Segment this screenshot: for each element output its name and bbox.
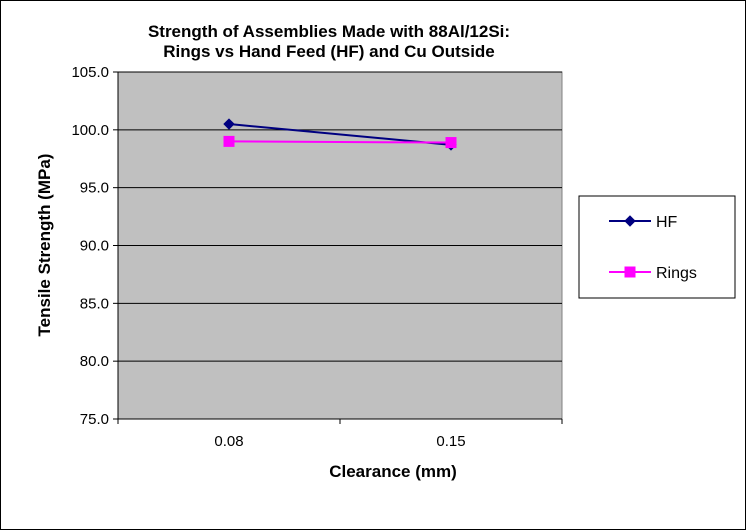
x-tick-label: 0.08 <box>214 433 243 450</box>
y-axis-ticks: 75.0 80.0 85.0 90.0 95.0 100.0 105.0 <box>71 64 119 428</box>
chart-title-line-2: Rings vs Hand Feed (HF) and Cu Outside <box>163 42 495 61</box>
x-axis-title: Clearance (mm) <box>329 462 457 481</box>
y-tick-label: 80.0 <box>80 353 109 370</box>
legend-item-hf: HF <box>609 214 678 231</box>
data-point-rings <box>223 135 235 147</box>
legend-marker-hf <box>624 215 636 227</box>
series-line-rings <box>228 140 452 144</box>
chart-title-line-1: Strength of Assemblies Made with 88Al/12… <box>148 22 510 41</box>
y-tick-label: 105.0 <box>71 64 109 81</box>
x-tick-label: 0.15 <box>436 433 465 450</box>
data-point-rings <box>445 137 457 149</box>
legend: HF Rings <box>609 214 697 282</box>
y-tick-label: 95.0 <box>80 180 109 197</box>
legend-label-hf: HF <box>656 214 678 231</box>
y-tick-label: 90.0 <box>80 238 109 255</box>
series-rings <box>223 135 457 149</box>
y-tick-label: 100.0 <box>71 122 109 139</box>
legend-label-rings: Rings <box>656 265 697 282</box>
data-point-hf <box>223 118 235 130</box>
legend-marker-rings <box>624 266 636 278</box>
legend-item-rings: Rings <box>609 265 697 282</box>
y-axis-title: Tensile Strength (MPa) <box>35 154 54 337</box>
legend-box <box>578 195 736 299</box>
gridlines <box>118 71 562 362</box>
y-tick-label: 75.0 <box>80 411 109 428</box>
y-tick-label: 85.0 <box>80 295 109 312</box>
series-layer <box>223 118 457 151</box>
x-axis-ticks: 0.08 0.15 <box>117 418 563 450</box>
